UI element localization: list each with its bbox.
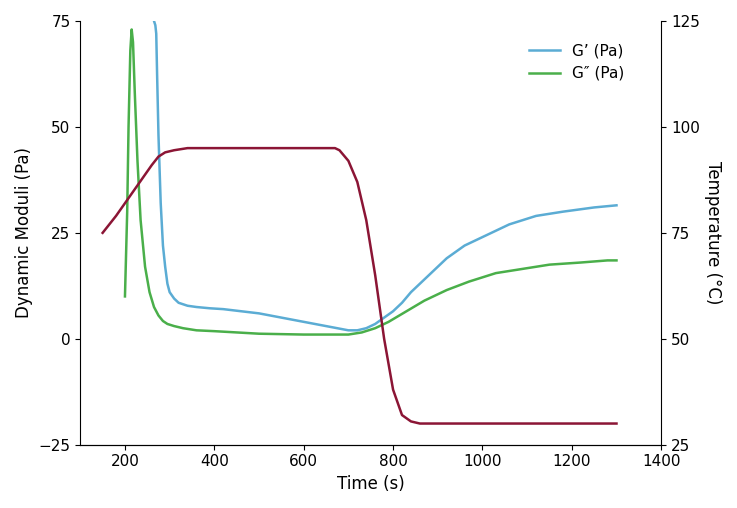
G″ (Pa) [254, 331, 263, 337]
G″ (Pa) [145, 289, 154, 295]
G’ (Pa) [344, 327, 353, 333]
G″ (Pa) [518, 266, 527, 272]
Line: G’ (Pa): G’ (Pa) [154, 21, 616, 330]
G’ (Pa) [183, 303, 192, 309]
G″ (Pa) [192, 327, 201, 333]
G’ (Pa) [277, 314, 286, 321]
Y-axis label: Dynamic Moduli (Pa): Dynamic Moduli (Pa) [15, 147, 33, 319]
G″ (Pa) [150, 304, 158, 310]
G″ (Pa) [158, 318, 167, 324]
G″ (Pa) [492, 270, 500, 276]
G″ (Pa) [321, 332, 330, 338]
G’ (Pa) [154, 133, 163, 139]
G’ (Pa) [478, 234, 487, 240]
G’ (Pa) [371, 321, 380, 327]
G’ (Pa) [321, 323, 330, 329]
Line: G″ (Pa): G″ (Pa) [125, 29, 616, 335]
G’ (Pa) [397, 300, 406, 306]
G’ (Pa) [380, 314, 388, 321]
G″ (Pa) [545, 262, 554, 268]
G″ (Pa) [603, 258, 612, 264]
G″ (Pa) [299, 332, 308, 338]
G″ (Pa) [130, 90, 139, 96]
G’ (Pa) [254, 310, 263, 316]
G’ (Pa) [505, 221, 514, 228]
G’ (Pa) [429, 268, 438, 274]
G’ (Pa) [192, 304, 201, 310]
G’ (Pa) [612, 202, 621, 208]
G″ (Pa) [141, 264, 150, 270]
G″ (Pa) [133, 158, 142, 164]
G″ (Pa) [232, 329, 241, 335]
G’ (Pa) [460, 242, 469, 248]
G’ (Pa) [151, 22, 160, 28]
G’ (Pa) [153, 73, 161, 79]
G″ (Pa) [420, 298, 429, 304]
G″ (Pa) [154, 312, 163, 319]
X-axis label: Time (s): Time (s) [337, 475, 405, 493]
G’ (Pa) [237, 308, 245, 314]
G’ (Pa) [219, 306, 228, 312]
Y-axis label: Temperature (°C): Temperature (°C) [704, 161, 722, 305]
G’ (Pa) [299, 319, 308, 325]
G″ (Pa) [371, 325, 380, 331]
G’ (Pa) [165, 289, 174, 295]
G″ (Pa) [123, 209, 132, 215]
G’ (Pa) [170, 296, 178, 302]
G″ (Pa) [576, 260, 585, 266]
G’ (Pa) [416, 280, 425, 287]
G″ (Pa) [210, 328, 219, 334]
G″ (Pa) [128, 39, 137, 45]
G’ (Pa) [161, 264, 170, 270]
Legend: G’ (Pa), G″ (Pa): G’ (Pa), G″ (Pa) [523, 37, 630, 87]
G’ (Pa) [388, 308, 397, 314]
G’ (Pa) [442, 255, 451, 261]
G″ (Pa) [163, 321, 172, 327]
G″ (Pa) [121, 294, 130, 300]
G″ (Pa) [136, 217, 145, 223]
G″ (Pa) [178, 325, 187, 331]
G″ (Pa) [126, 48, 135, 54]
G″ (Pa) [344, 332, 353, 338]
G’ (Pa) [156, 200, 165, 206]
G″ (Pa) [464, 278, 473, 284]
G’ (Pa) [531, 213, 540, 219]
G’ (Pa) [158, 242, 167, 248]
G″ (Pa) [357, 329, 366, 335]
G″ (Pa) [402, 308, 411, 314]
G’ (Pa) [362, 325, 371, 331]
G’ (Pa) [152, 30, 161, 37]
G’ (Pa) [590, 204, 598, 210]
G″ (Pa) [612, 258, 621, 264]
G″ (Pa) [442, 287, 451, 293]
G’ (Pa) [150, 18, 158, 24]
G’ (Pa) [353, 327, 362, 333]
G″ (Pa) [384, 319, 393, 325]
G’ (Pa) [206, 305, 214, 311]
G″ (Pa) [124, 124, 133, 130]
G″ (Pa) [277, 331, 286, 337]
G’ (Pa) [174, 300, 183, 306]
G″ (Pa) [170, 323, 178, 329]
G’ (Pa) [163, 280, 172, 287]
G″ (Pa) [128, 26, 136, 33]
G’ (Pa) [407, 289, 416, 295]
G’ (Pa) [559, 209, 567, 215]
